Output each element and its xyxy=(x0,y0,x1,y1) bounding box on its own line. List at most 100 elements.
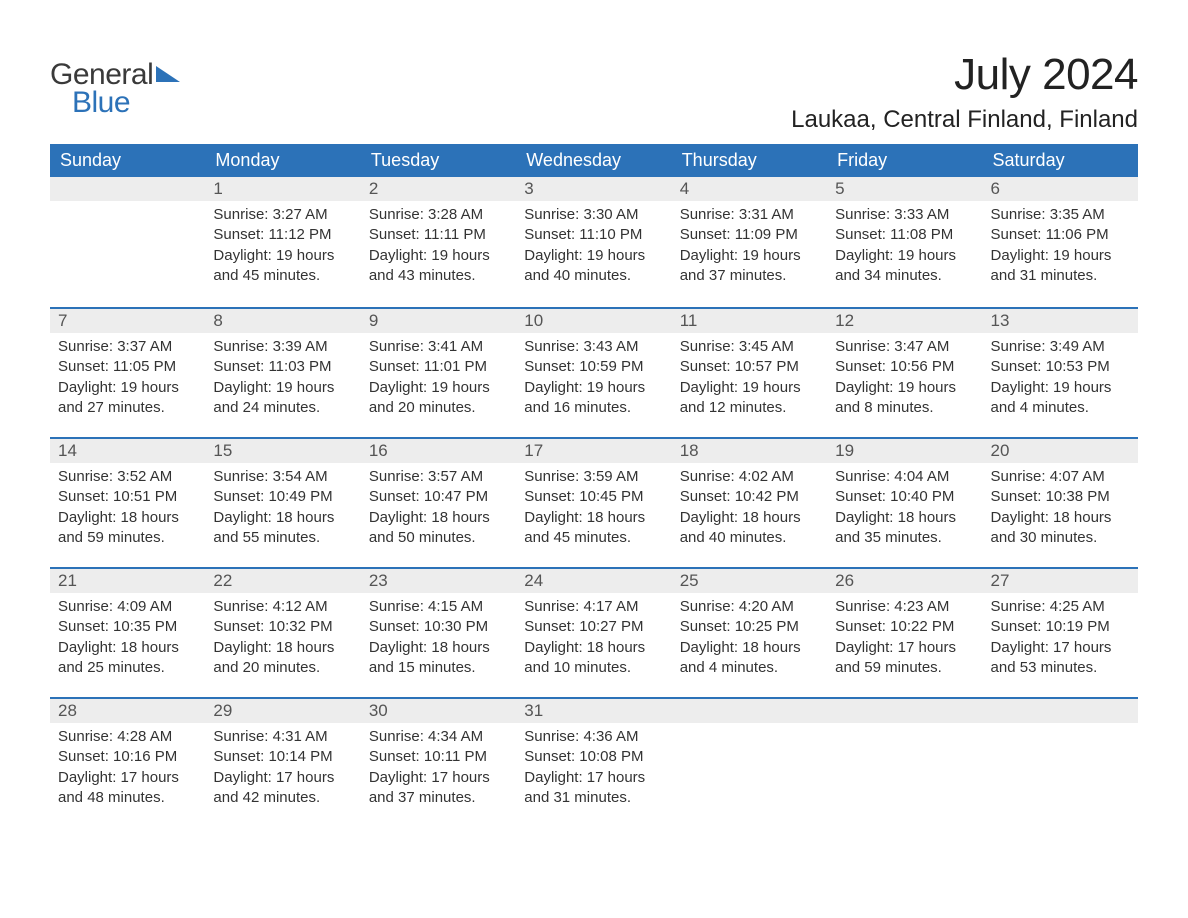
day-cell: 25Sunrise: 4:20 AMSunset: 10:25 PMDaylig… xyxy=(672,567,827,697)
day-daylight2: and 34 minutes. xyxy=(835,266,974,286)
day-daylight2: and 37 minutes. xyxy=(680,266,819,286)
day-cell-body: Sunrise: 4:34 AMSunset: 10:11 PMDaylight… xyxy=(361,723,516,816)
day-daylight1: Daylight: 19 hours xyxy=(991,378,1130,398)
day-daylight1: Daylight: 19 hours xyxy=(369,246,508,266)
day-header-tuesday: Tuesday xyxy=(361,144,516,177)
day-daylight2: and 40 minutes. xyxy=(680,528,819,548)
month-title: July 2024 xyxy=(791,50,1138,100)
day-sunrise: Sunrise: 3:49 AM xyxy=(991,337,1130,357)
day-sunset: Sunset: 11:09 PM xyxy=(680,225,819,245)
day-cell-body: Sunrise: 4:25 AMSunset: 10:19 PMDaylight… xyxy=(983,593,1138,686)
day-sunrise: Sunrise: 3:59 AM xyxy=(524,467,663,487)
day-sunset: Sunset: 10:51 PM xyxy=(58,487,197,507)
day-cell-body: Sunrise: 4:36 AMSunset: 10:08 PMDaylight… xyxy=(516,723,671,816)
day-sunrise: Sunrise: 3:47 AM xyxy=(835,337,974,357)
day-cell-body: Sunrise: 3:45 AMSunset: 10:57 PMDaylight… xyxy=(672,333,827,426)
day-daylight1: Daylight: 17 hours xyxy=(991,638,1130,658)
day-sunset: Sunset: 11:10 PM xyxy=(524,225,663,245)
day-cell-body: Sunrise: 4:28 AMSunset: 10:16 PMDaylight… xyxy=(50,723,205,816)
day-number-bar: 19 xyxy=(827,437,982,463)
location-subtitle: Laukaa, Central Finland, Finland xyxy=(791,106,1138,134)
day-cell-body: Sunrise: 3:31 AMSunset: 11:09 PMDaylight… xyxy=(672,201,827,294)
day-cell-body: Sunrise: 3:49 AMSunset: 10:53 PMDaylight… xyxy=(983,333,1138,426)
day-daylight1: Daylight: 18 hours xyxy=(213,638,352,658)
day-daylight2: and 50 minutes. xyxy=(369,528,508,548)
day-daylight2: and 42 minutes. xyxy=(213,788,352,808)
day-daylight1: Daylight: 18 hours xyxy=(58,638,197,658)
day-sunrise: Sunrise: 3:57 AM xyxy=(369,467,508,487)
day-daylight1: Daylight: 19 hours xyxy=(524,246,663,266)
day-daylight2: and 10 minutes. xyxy=(524,658,663,678)
day-cell: 24Sunrise: 4:17 AMSunset: 10:27 PMDaylig… xyxy=(516,567,671,697)
day-sunset: Sunset: 10:14 PM xyxy=(213,747,352,767)
day-cell: 10Sunrise: 3:43 AMSunset: 10:59 PMDaylig… xyxy=(516,307,671,437)
day-header-thursday: Thursday xyxy=(672,144,827,177)
day-sunset: Sunset: 10:45 PM xyxy=(524,487,663,507)
day-cell-body: Sunrise: 3:47 AMSunset: 10:56 PMDaylight… xyxy=(827,333,982,426)
day-sunrise: Sunrise: 4:36 AM xyxy=(524,727,663,747)
logo-text-blue: Blue xyxy=(72,86,130,120)
day-number-bar: 17 xyxy=(516,437,671,463)
day-sunrise: Sunrise: 3:41 AM xyxy=(369,337,508,357)
day-cell: 17Sunrise: 3:59 AMSunset: 10:45 PMDaylig… xyxy=(516,437,671,567)
day-sunrise: Sunrise: 3:45 AM xyxy=(680,337,819,357)
day-cell xyxy=(672,697,827,827)
day-header-saturday: Saturday xyxy=(983,144,1138,177)
day-cell-body: Sunrise: 3:59 AMSunset: 10:45 PMDaylight… xyxy=(516,463,671,556)
day-daylight1: Daylight: 19 hours xyxy=(213,246,352,266)
day-number-bar: 28 xyxy=(50,697,205,723)
day-number-bar: 26 xyxy=(827,567,982,593)
day-sunset: Sunset: 10:57 PM xyxy=(680,357,819,377)
day-sunset: Sunset: 10:11 PM xyxy=(369,747,508,767)
day-number-bar xyxy=(827,697,982,723)
week-row: 21Sunrise: 4:09 AMSunset: 10:35 PMDaylig… xyxy=(50,567,1138,697)
day-number-bar xyxy=(50,177,205,201)
day-cell: 22Sunrise: 4:12 AMSunset: 10:32 PMDaylig… xyxy=(205,567,360,697)
day-cell: 28Sunrise: 4:28 AMSunset: 10:16 PMDaylig… xyxy=(50,697,205,827)
day-number-bar: 2 xyxy=(361,177,516,201)
day-number-bar: 6 xyxy=(983,177,1138,201)
day-number-bar: 14 xyxy=(50,437,205,463)
title-block: July 2024 Laukaa, Central Finland, Finla… xyxy=(791,50,1138,134)
day-sunrise: Sunrise: 4:20 AM xyxy=(680,597,819,617)
day-sunset: Sunset: 10:53 PM xyxy=(991,357,1130,377)
day-number-bar: 8 xyxy=(205,307,360,333)
day-daylight2: and 40 minutes. xyxy=(524,266,663,286)
day-cell: 19Sunrise: 4:04 AMSunset: 10:40 PMDaylig… xyxy=(827,437,982,567)
calendar-page: General Blue July 2024 Laukaa, Central F… xyxy=(0,0,1188,857)
day-daylight1: Daylight: 18 hours xyxy=(680,508,819,528)
day-number-bar: 1 xyxy=(205,177,360,201)
day-sunrise: Sunrise: 4:17 AM xyxy=(524,597,663,617)
day-number-bar: 21 xyxy=(50,567,205,593)
day-daylight1: Daylight: 19 hours xyxy=(213,378,352,398)
day-daylight1: Daylight: 19 hours xyxy=(369,378,508,398)
day-sunset: Sunset: 11:03 PM xyxy=(213,357,352,377)
day-daylight1: Daylight: 19 hours xyxy=(991,246,1130,266)
day-cell-body: Sunrise: 3:35 AMSunset: 11:06 PMDaylight… xyxy=(983,201,1138,294)
day-header-row: Sunday Monday Tuesday Wednesday Thursday… xyxy=(50,144,1138,177)
day-sunset: Sunset: 10:56 PM xyxy=(835,357,974,377)
week-row: 7Sunrise: 3:37 AMSunset: 11:05 PMDayligh… xyxy=(50,307,1138,437)
day-daylight2: and 16 minutes. xyxy=(524,398,663,418)
day-cell: 3Sunrise: 3:30 AMSunset: 11:10 PMDayligh… xyxy=(516,177,671,307)
day-daylight1: Daylight: 17 hours xyxy=(58,768,197,788)
day-cell: 13Sunrise: 3:49 AMSunset: 10:53 PMDaylig… xyxy=(983,307,1138,437)
day-cell: 30Sunrise: 4:34 AMSunset: 10:11 PMDaylig… xyxy=(361,697,516,827)
day-sunset: Sunset: 11:11 PM xyxy=(369,225,508,245)
day-number-bar: 24 xyxy=(516,567,671,593)
logo: General Blue xyxy=(50,50,180,120)
header-row: General Blue July 2024 Laukaa, Central F… xyxy=(50,50,1138,134)
day-sunset: Sunset: 10:32 PM xyxy=(213,617,352,637)
calendar-table: Sunday Monday Tuesday Wednesday Thursday… xyxy=(50,144,1138,827)
day-sunrise: Sunrise: 3:39 AM xyxy=(213,337,352,357)
day-number-bar: 4 xyxy=(672,177,827,201)
day-cell-body: Sunrise: 3:28 AMSunset: 11:11 PMDaylight… xyxy=(361,201,516,294)
day-cell-body: Sunrise: 4:23 AMSunset: 10:22 PMDaylight… xyxy=(827,593,982,686)
day-cell-body: Sunrise: 4:07 AMSunset: 10:38 PMDaylight… xyxy=(983,463,1138,556)
day-daylight2: and 8 minutes. xyxy=(835,398,974,418)
day-daylight2: and 55 minutes. xyxy=(213,528,352,548)
day-cell: 14Sunrise: 3:52 AMSunset: 10:51 PMDaylig… xyxy=(50,437,205,567)
day-sunset: Sunset: 10:19 PM xyxy=(991,617,1130,637)
day-cell: 8 Sunrise: 3:39 AMSunset: 11:03 PMDayligh… xyxy=(205,307,360,437)
day-daylight2: and 45 minutes. xyxy=(524,528,663,548)
